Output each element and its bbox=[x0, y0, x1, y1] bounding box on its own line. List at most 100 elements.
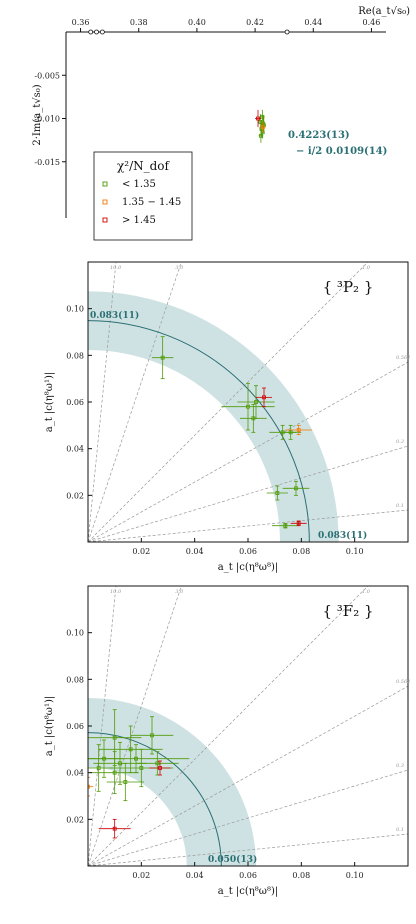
x-axis-label: a_t |c(η⁸ω⁸)| bbox=[218, 562, 278, 573]
legend-box bbox=[93, 151, 193, 241]
ratio-ray bbox=[88, 833, 408, 866]
data-point-green bbox=[275, 491, 280, 495]
data-point-green bbox=[155, 761, 160, 766]
ratio-ray bbox=[88, 509, 408, 542]
y-tick-label: 0.02 bbox=[66, 815, 84, 824]
ray-label: 3.0 bbox=[175, 265, 184, 271]
ratio-ray bbox=[88, 262, 182, 542]
x-tick-label: 0.10 bbox=[346, 547, 364, 556]
data-point-green bbox=[118, 761, 122, 766]
x-tick-label: 0.40 bbox=[188, 18, 206, 27]
data-point-orange bbox=[296, 428, 301, 432]
y-tick-label: -0.010 bbox=[34, 115, 60, 124]
x-tick-label: 0.04 bbox=[186, 547, 204, 556]
legend-swatch-green bbox=[102, 181, 108, 187]
legend-swatch-red bbox=[102, 217, 108, 223]
y-axis-label: a_t |c(η⁸ω¹)| bbox=[44, 696, 55, 756]
ray-label: 0.1 bbox=[396, 827, 404, 833]
ray-label: 10.0 bbox=[110, 265, 122, 271]
x-axis-label: a_t |c(η⁸ω⁸)| bbox=[218, 886, 278, 897]
y-tick-label: 0.06 bbox=[66, 722, 84, 731]
uncertainty-band bbox=[88, 291, 339, 542]
data-point-green bbox=[150, 733, 154, 738]
y-tick-label: -0.005 bbox=[34, 71, 60, 80]
data-point-orange bbox=[88, 784, 90, 789]
y-tick-label: 0.04 bbox=[66, 769, 84, 778]
data-point-green bbox=[134, 756, 138, 761]
y-tick-label: 0.04 bbox=[66, 445, 84, 454]
ratio-ray bbox=[88, 769, 408, 866]
pole-imag-annotation: − i/2 0.0109(14) bbox=[296, 146, 387, 157]
plot-area bbox=[88, 586, 408, 866]
y-tick-label: 0.06 bbox=[66, 398, 84, 407]
x-tick-label: 0.08 bbox=[292, 547, 310, 556]
y-tick-label: 0.02 bbox=[66, 491, 84, 500]
x-tick-label: 0.42 bbox=[246, 18, 264, 27]
x-tick-label: 0.06 bbox=[239, 547, 257, 556]
central-arc bbox=[88, 320, 310, 542]
x-tick-label: 0.08 bbox=[292, 871, 310, 880]
y-tick-label: 0.08 bbox=[66, 351, 84, 360]
ratio-ray bbox=[88, 685, 408, 866]
y-tick-label: 0.08 bbox=[66, 675, 84, 684]
data-point-green bbox=[160, 355, 165, 360]
data-point-red bbox=[296, 521, 301, 526]
data-point-red bbox=[262, 395, 266, 400]
data-point-red bbox=[158, 766, 162, 770]
x-tick-label: 0.02 bbox=[132, 871, 150, 880]
data-point-green bbox=[246, 404, 250, 409]
data-point-green bbox=[294, 486, 298, 491]
data-point-green bbox=[259, 133, 263, 138]
data-point-green bbox=[139, 766, 144, 770]
y-tick-label: 0.10 bbox=[66, 305, 84, 314]
arc-label-top: 0.083(11) bbox=[90, 310, 139, 321]
x-tick-label: 0.04 bbox=[186, 871, 204, 880]
data-point-green bbox=[288, 430, 293, 435]
x-tick-label: 0.44 bbox=[304, 18, 322, 27]
data-point-red bbox=[112, 826, 117, 831]
y-axis-label: 2·Im(a_t√s₀) bbox=[32, 84, 43, 145]
y-tick-label: 0.10 bbox=[66, 629, 84, 638]
arc-label-bottom: 0.050(13) bbox=[208, 854, 257, 865]
data-point-green bbox=[260, 114, 265, 119]
x-tick-label: 0.02 bbox=[132, 547, 150, 556]
plot-area bbox=[88, 262, 408, 542]
data-point-green bbox=[112, 735, 117, 740]
ray-label: 0.562 bbox=[396, 355, 410, 361]
x-tick-label: 0.36 bbox=[72, 18, 90, 27]
data-point-green bbox=[123, 780, 128, 784]
x-tick-label: 0.06 bbox=[239, 871, 257, 880]
ray-label: 10.0 bbox=[110, 589, 122, 595]
arc-label-bottom: 0.083(11) bbox=[318, 530, 367, 541]
ray-label: 0.1 bbox=[396, 503, 404, 509]
ratio-ray bbox=[88, 586, 369, 866]
panel-title: { ³F₂ } bbox=[322, 602, 373, 620]
ratio-ray bbox=[88, 586, 117, 866]
data-point-orange bbox=[261, 125, 265, 130]
data-point-green bbox=[283, 523, 288, 528]
legend: χ²/N_dof < 1.35 1.35 − 1.45 > 1.45 bbox=[93, 151, 193, 241]
p2-panel: 10.0 3.0 1.0 0.562 0.3 0.1 0.02 0.04 0.06 0.08 0.1… bbox=[44, 261, 410, 573]
ray-label: 0.3 bbox=[396, 763, 404, 769]
ratio-ray bbox=[88, 586, 182, 866]
ratio-ray bbox=[88, 262, 369, 542]
panel-title: { ³P₂ } bbox=[323, 278, 374, 296]
complex-plane-panel: 0.36 0.38 0.40 0.42 0.44 0.46 -0.005 -0.010 -0.0… bbox=[32, 6, 410, 241]
axis-open-circle bbox=[94, 29, 99, 35]
data-point-green bbox=[254, 400, 258, 404]
data-point-green bbox=[112, 770, 117, 775]
pole-real-annotation: 0.4223(13) bbox=[288, 130, 350, 141]
x-axis-label: Re(a_t√s₀) bbox=[358, 6, 410, 17]
ratio-ray bbox=[88, 262, 117, 542]
ray-label: 0.3 bbox=[396, 439, 404, 445]
y-axis-label: a_t |c(η⁸ω¹)| bbox=[44, 372, 55, 432]
axis-open-circle bbox=[284, 29, 290, 35]
data-point-green bbox=[128, 747, 133, 752]
ray-label: 3.0 bbox=[175, 589, 184, 595]
data-point-green bbox=[251, 416, 256, 421]
data-point-green bbox=[96, 766, 101, 770]
legend-swatch-orange bbox=[102, 199, 108, 205]
ray-label: 1.0 bbox=[362, 265, 371, 271]
x-tick-label: 0.46 bbox=[363, 18, 381, 27]
